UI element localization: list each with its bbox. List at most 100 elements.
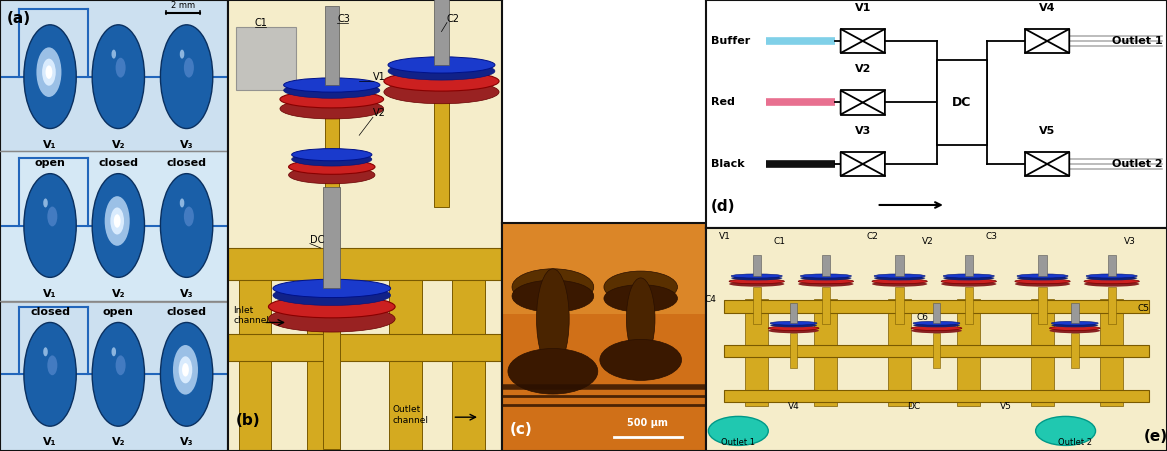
Text: V₃: V₃ [180,437,194,447]
Ellipse shape [1084,281,1139,287]
FancyBboxPatch shape [434,99,449,207]
Text: C4: C4 [705,295,717,304]
FancyBboxPatch shape [1107,287,1116,324]
Circle shape [92,25,145,129]
Circle shape [46,65,53,79]
Circle shape [36,47,62,97]
Ellipse shape [512,280,594,312]
Text: C5: C5 [1138,304,1149,313]
Text: V5: V5 [1039,126,1055,136]
Ellipse shape [288,166,375,184]
Text: (c): (c) [510,422,532,437]
Polygon shape [862,152,885,176]
Ellipse shape [911,326,962,331]
Polygon shape [862,29,885,53]
FancyBboxPatch shape [753,254,761,276]
Ellipse shape [1051,323,1098,327]
Text: C2: C2 [866,232,878,241]
Circle shape [116,58,126,78]
Ellipse shape [1049,326,1100,331]
FancyBboxPatch shape [434,0,449,65]
Ellipse shape [913,323,960,327]
Text: V1: V1 [854,3,871,13]
Bar [0,302,228,451]
Bar [0,0,228,151]
Circle shape [112,347,116,356]
Ellipse shape [605,271,677,303]
Circle shape [23,25,76,129]
FancyBboxPatch shape [822,287,830,324]
Bar [502,223,706,314]
Circle shape [105,196,130,246]
Text: open: open [35,158,65,168]
Text: V1: V1 [373,72,385,82]
Ellipse shape [770,323,817,327]
Ellipse shape [1084,279,1139,284]
Circle shape [48,207,57,226]
Ellipse shape [273,279,391,298]
Text: C3: C3 [337,14,350,23]
Ellipse shape [1086,276,1138,281]
Ellipse shape [941,279,997,284]
Text: V4: V4 [788,402,799,411]
Text: C2: C2 [447,14,460,23]
Ellipse shape [768,328,819,333]
Ellipse shape [770,321,817,325]
FancyBboxPatch shape [822,254,830,276]
Circle shape [184,58,194,78]
Text: V₁: V₁ [43,140,57,150]
Text: V₂: V₂ [112,140,125,150]
FancyBboxPatch shape [815,299,838,406]
Circle shape [179,356,193,383]
Text: closed: closed [98,158,139,168]
Polygon shape [840,152,862,176]
Ellipse shape [512,269,594,305]
Text: Outlet 2: Outlet 2 [1112,159,1162,169]
Ellipse shape [798,281,853,287]
Ellipse shape [292,152,372,166]
Ellipse shape [288,159,375,175]
Text: C6: C6 [917,313,929,322]
Ellipse shape [1086,274,1138,278]
FancyBboxPatch shape [390,248,422,451]
Ellipse shape [732,276,782,281]
Circle shape [92,174,145,277]
FancyBboxPatch shape [324,6,338,85]
Ellipse shape [1035,416,1096,446]
FancyBboxPatch shape [307,248,340,451]
FancyBboxPatch shape [238,248,272,451]
Text: Black: Black [711,159,745,169]
Text: (e): (e) [1144,429,1167,444]
FancyBboxPatch shape [965,254,973,276]
Text: Outlet 1: Outlet 1 [721,437,755,446]
Ellipse shape [798,279,853,284]
Ellipse shape [605,285,677,312]
Ellipse shape [508,349,598,394]
Ellipse shape [1015,281,1070,287]
Text: V2: V2 [854,64,871,74]
Text: C3: C3 [986,232,998,241]
Circle shape [48,355,57,375]
Text: 2 mm: 2 mm [172,1,195,10]
Circle shape [43,347,48,356]
Ellipse shape [284,83,380,98]
Ellipse shape [943,276,994,281]
FancyBboxPatch shape [753,287,761,324]
FancyBboxPatch shape [324,115,338,210]
Polygon shape [1025,152,1047,176]
Ellipse shape [627,278,655,360]
Bar [0,151,228,302]
Ellipse shape [874,276,925,281]
Ellipse shape [729,281,784,287]
Circle shape [23,174,76,277]
Text: V₁: V₁ [43,289,57,299]
Text: closed: closed [167,158,207,168]
Circle shape [173,345,198,395]
Circle shape [43,198,48,207]
Circle shape [23,322,76,426]
Text: (a): (a) [7,11,32,26]
Polygon shape [1047,152,1069,176]
Ellipse shape [872,281,928,287]
Text: C1: C1 [774,237,785,246]
Text: V₁: V₁ [43,437,57,447]
